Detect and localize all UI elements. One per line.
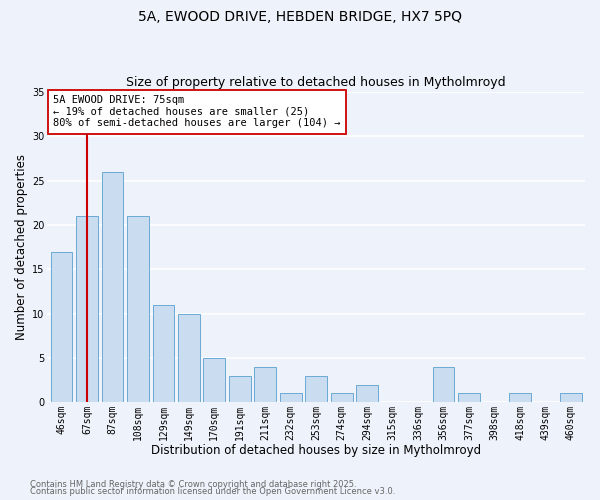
Bar bbox=[331, 394, 353, 402]
Text: Contains public sector information licensed under the Open Government Licence v3: Contains public sector information licen… bbox=[30, 487, 395, 496]
Bar bbox=[305, 376, 327, 402]
Title: Size of property relative to detached houses in Mytholmroyd: Size of property relative to detached ho… bbox=[127, 76, 506, 90]
X-axis label: Distribution of detached houses by size in Mytholmroyd: Distribution of detached houses by size … bbox=[151, 444, 481, 458]
Bar bbox=[254, 367, 276, 402]
Bar bbox=[152, 305, 174, 402]
Text: 5A, EWOOD DRIVE, HEBDEN BRIDGE, HX7 5PQ: 5A, EWOOD DRIVE, HEBDEN BRIDGE, HX7 5PQ bbox=[138, 10, 462, 24]
Bar bbox=[356, 384, 378, 402]
Text: Contains HM Land Registry data © Crown copyright and database right 2025.: Contains HM Land Registry data © Crown c… bbox=[30, 480, 356, 489]
Bar bbox=[229, 376, 251, 402]
Bar bbox=[101, 172, 123, 402]
Bar bbox=[509, 394, 531, 402]
Bar bbox=[560, 394, 582, 402]
Text: 5A EWOOD DRIVE: 75sqm
← 19% of detached houses are smaller (25)
80% of semi-deta: 5A EWOOD DRIVE: 75sqm ← 19% of detached … bbox=[53, 95, 340, 128]
Bar bbox=[127, 216, 149, 402]
Bar bbox=[433, 367, 454, 402]
Bar bbox=[76, 216, 98, 402]
Y-axis label: Number of detached properties: Number of detached properties bbox=[15, 154, 28, 340]
Bar bbox=[458, 394, 480, 402]
Bar bbox=[280, 394, 302, 402]
Bar bbox=[178, 314, 200, 402]
Bar bbox=[50, 252, 72, 402]
Bar bbox=[203, 358, 225, 403]
